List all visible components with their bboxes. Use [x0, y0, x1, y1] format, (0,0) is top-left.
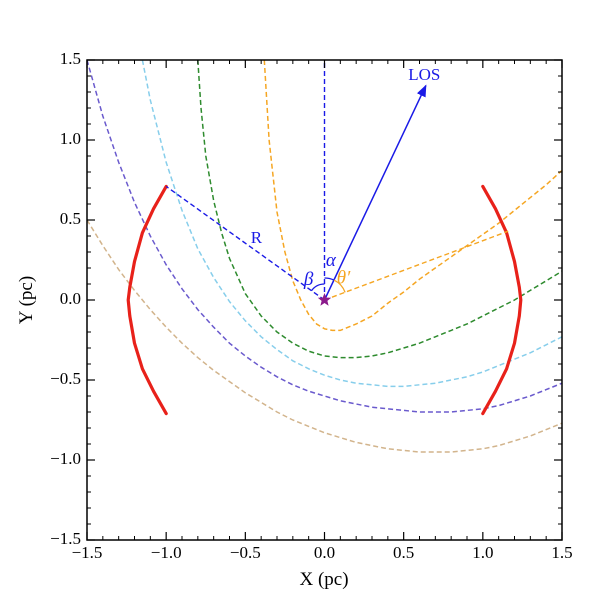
x-tick-label: 0.5	[393, 543, 414, 562]
series-shell-1	[263, 60, 562, 332]
y-tick-label: 0.0	[60, 289, 81, 308]
x-tick-label: 0.0	[314, 543, 335, 562]
x-tick-label: −1.5	[72, 543, 103, 562]
y-tick-label: 1.0	[60, 129, 81, 148]
geometry-layer	[165, 60, 509, 306]
annotation-0: LOS	[408, 65, 440, 84]
alpha-angle-arc	[324, 277, 335, 281]
beta-angle-arc	[310, 283, 325, 292]
y-tick-label: −1.5	[50, 529, 81, 548]
left-arc	[126, 184, 168, 416]
annotation-2: α	[326, 250, 337, 271]
x-axis-label: X (pc)	[299, 569, 348, 590]
annotation-4: θ′	[337, 268, 351, 289]
los-arrow	[323, 84, 427, 301]
series-layer	[87, 60, 562, 453]
theta-angle-arc	[333, 279, 346, 293]
y-axis-label: Y (pc)	[16, 276, 37, 324]
annotation-1: R	[251, 228, 263, 247]
series-shell-4	[87, 60, 562, 413]
series-shell-5	[87, 219, 562, 453]
x-tick-label: −0.5	[230, 543, 261, 562]
x-tick-label: −1.0	[151, 543, 182, 562]
x-tick-label: 1.5	[551, 543, 572, 562]
y-tick-label: −0.5	[50, 369, 81, 388]
theta-line	[324, 230, 509, 301]
radius-line	[165, 185, 325, 301]
y-tick-label: 1.5	[60, 49, 81, 68]
annotation-layer: LOS Rαβ θ′	[251, 65, 441, 290]
series-shell-2	[197, 60, 562, 359]
x-tick-label: 1.0	[472, 543, 493, 562]
star-marker	[317, 293, 332, 306]
right-arc	[481, 184, 523, 416]
y-tick-label: 0.5	[60, 209, 81, 228]
y-tick-label: −1.0	[50, 449, 81, 468]
annotation-3: β	[303, 269, 314, 290]
axes-layer: −1.5 −1.0 −0.5 0.0 0.5 1.0 1.5 −1.5 −1.0 −0.5 0.0 0…	[50, 49, 572, 562]
